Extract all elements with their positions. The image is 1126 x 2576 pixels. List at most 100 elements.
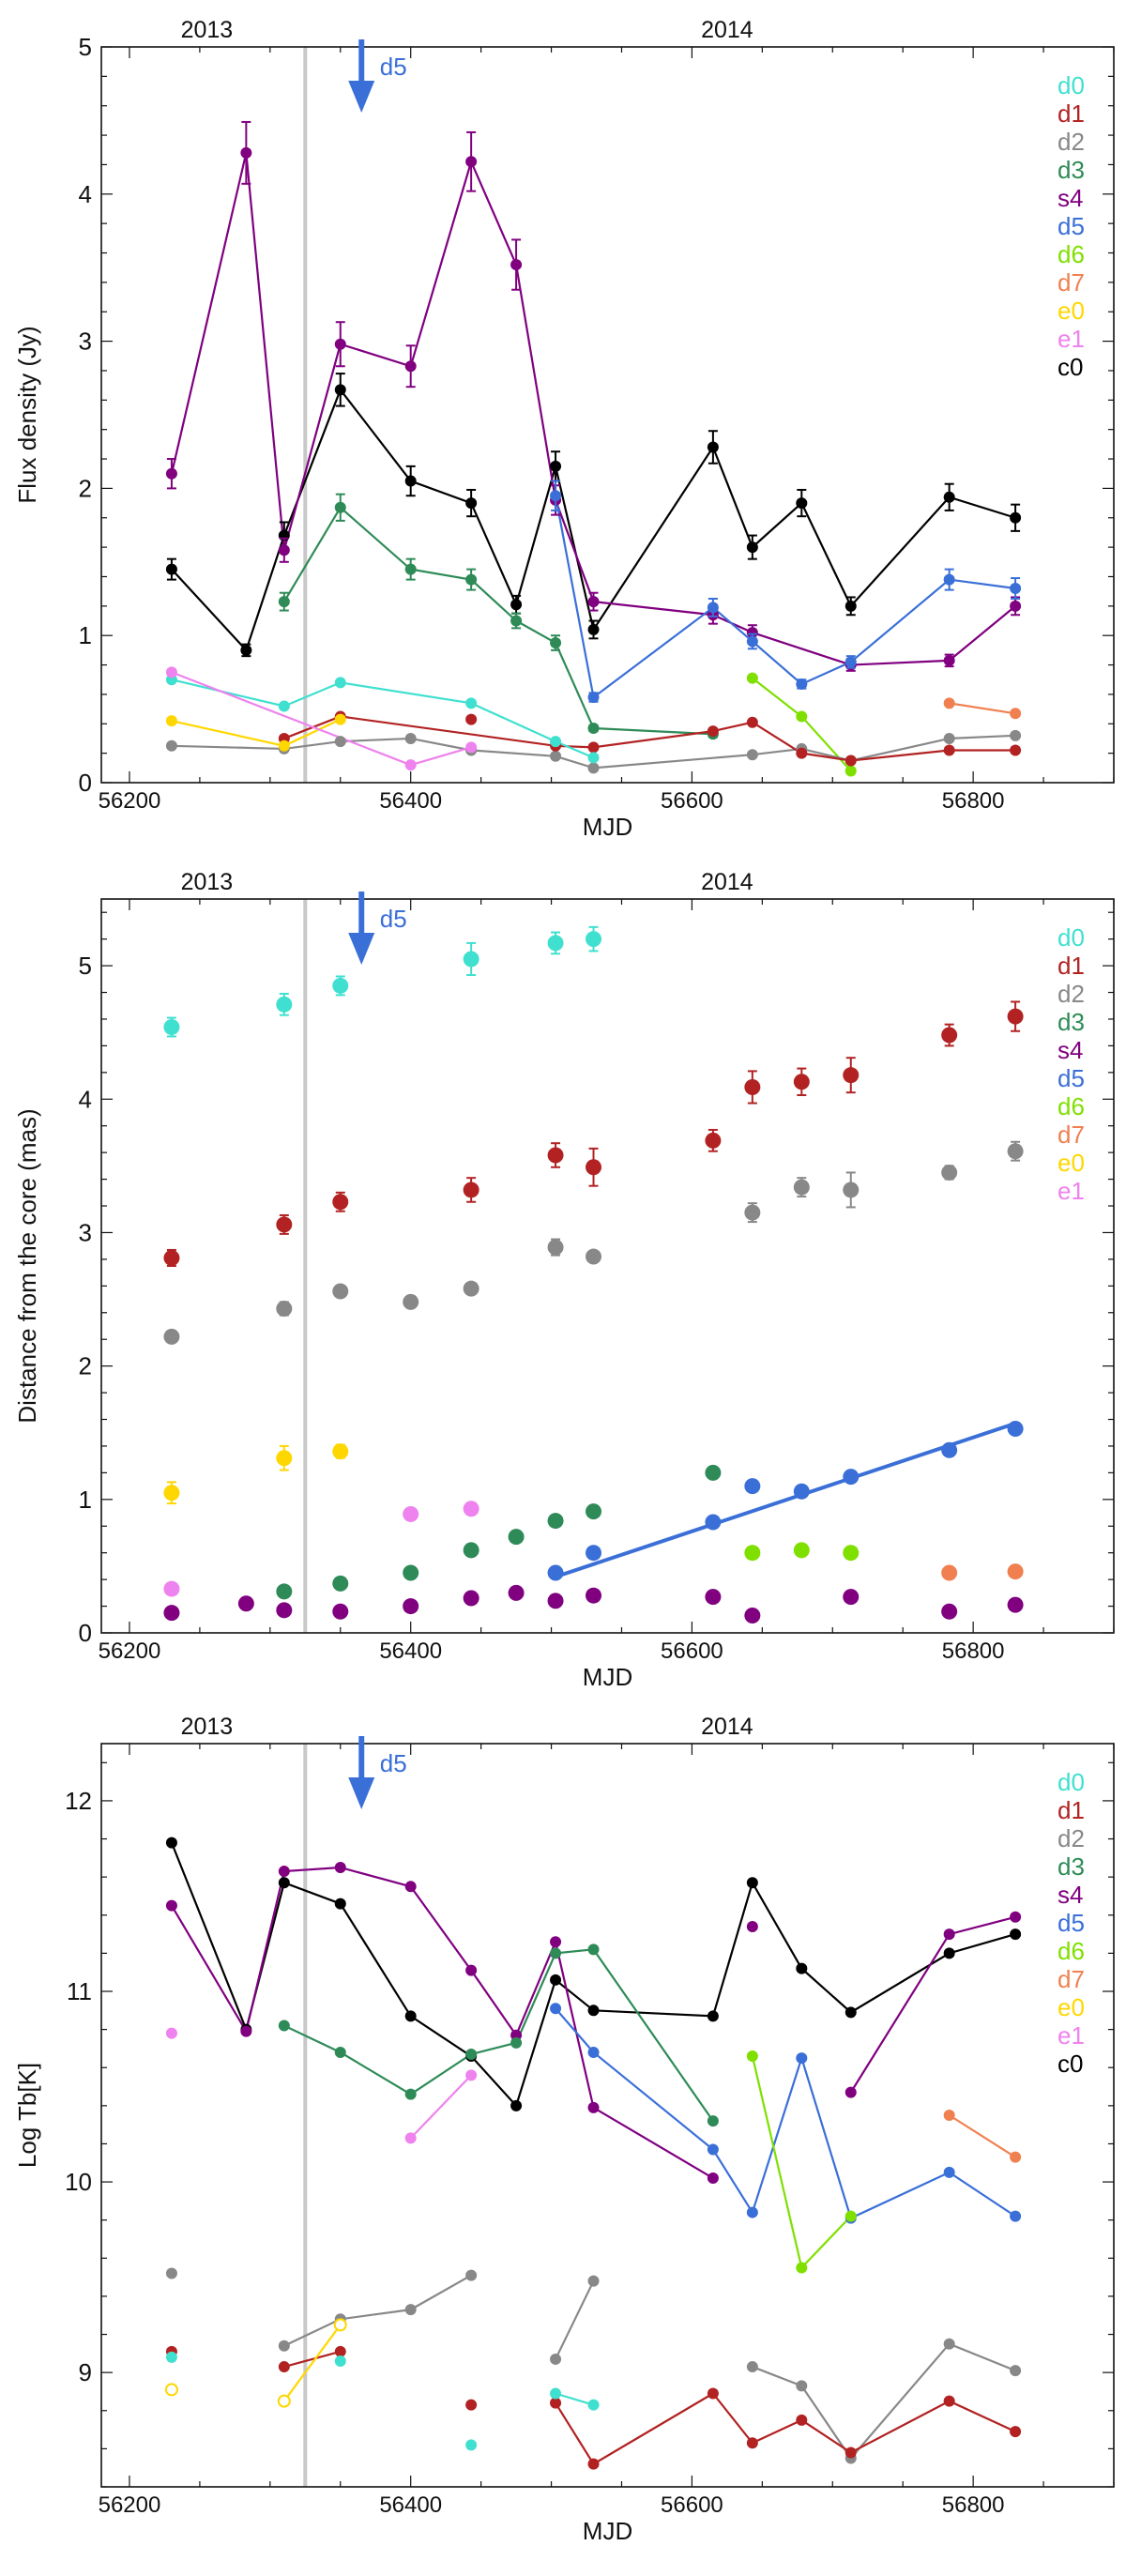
data-point-s4 [586,1587,602,1604]
series-line-d5 [554,495,1016,699]
data-point-d6 [844,765,857,777]
data-point-d1 [705,1132,722,1149]
series-line-d1d [555,2392,1016,2466]
plot-frame [100,46,1115,784]
data-point-d0 [587,752,600,764]
data-point-d0 [278,700,290,712]
data-point-d5 [586,1545,602,1562]
data-point-d7 [943,697,955,709]
series-line-s4 [170,1866,714,2179]
data-point-e0 [164,2383,178,2397]
y-tick-label: 2 [79,1352,92,1380]
data-point-d5 [943,573,955,586]
data-point-d5 [707,2143,719,2156]
data-point-s4 [943,654,955,666]
legend-entry-d0: d0 [1058,71,1085,99]
data-point-d3 [278,2020,290,2032]
y-tick-label: 1 [79,1486,92,1514]
series-line-d2c [555,2280,595,2360]
series-line-d3 [282,506,713,736]
data-point-s4 [843,1589,860,1606]
data-point-d3 [334,2046,346,2058]
x-axis-label: MJD [583,1663,632,1691]
y-tick-label: 9 [79,2358,92,2386]
y-tick-label: 3 [79,1218,92,1246]
data-point-d2b [465,2269,478,2281]
data-point-d2 [165,2267,177,2279]
series-line-d2b [283,2274,472,2347]
legend-entry-e1: e1 [1058,325,1085,353]
data-point-d1 [793,1074,810,1090]
data-point-d0c [465,2439,478,2451]
legend-entry-d5: d5 [1058,212,1085,240]
data-point-c0 [707,441,719,453]
data-point-d1d [943,2395,955,2407]
data-point-s4b [746,1920,758,1932]
data-point-d0 [165,2351,177,2363]
year-label-2014: 2014 [701,17,753,43]
data-point-s4 [334,338,346,350]
x-tick-label: 56200 [99,788,161,814]
arrow-label: d5 [380,905,407,933]
y-tick-label: 0 [79,1619,92,1647]
data-point-d1 [746,716,758,728]
y-tick-label: 3 [79,328,92,356]
data-point-d5 [943,2166,955,2178]
y-tick-label: 2 [79,474,92,502]
data-point-s4 [465,1964,478,1976]
fit-line-d5 [555,1421,1016,1579]
data-point-d5 [844,656,857,668]
data-point-d0 [547,935,564,952]
legend-entry-d7: d7 [1058,1965,1085,1993]
series-line-s4c [849,1915,1016,2094]
data-point-c0 [587,623,600,635]
data-point-c0 [844,2006,857,2019]
data-point-d2 [1007,1143,1024,1160]
data-point-s4 [404,360,417,373]
legend-entry-d1: d1 [1058,1796,1085,1824]
series-line-d0 [171,678,594,759]
data-point-d5 [547,1564,564,1581]
x-tick-label: 56200 [99,2492,161,2518]
data-point-c0 [746,541,758,554]
arrow-label: d5 [380,53,407,81]
data-point-e1 [165,666,177,678]
data-point-c0 [165,1837,177,1849]
legend-entry-d3: d3 [1058,1008,1085,1036]
series-line-e1b [409,2074,472,2140]
legend-entry-d0: d0 [1058,923,1085,952]
data-point-c0 [796,497,808,510]
x-tick-label: 56800 [942,1639,1005,1664]
data-point-d0b [334,2355,346,2367]
legend-entry-d5: d5 [1058,1064,1085,1092]
data-point-c0 [943,1947,955,1959]
data-point-s4c [844,2086,857,2098]
y-tick-label: 5 [79,952,92,980]
data-point-e1 [403,1505,419,1522]
data-point-d3 [547,1513,564,1530]
data-point-e1 [165,2027,177,2039]
year-label-2014: 2014 [701,869,753,895]
arrow-head-icon [348,1777,375,1809]
data-point-d2 [746,749,758,761]
arrow-head-icon [348,81,375,113]
data-point-d1d [746,2437,758,2449]
data-point-e1b [465,2069,478,2081]
y-tick-label: 1 [79,621,92,649]
data-point-d2d [943,2338,955,2350]
data-point-d5 [744,1478,761,1495]
data-point-d2 [165,739,177,752]
data-point-s4 [941,1603,958,1620]
data-point-s4 [165,467,177,480]
data-point-d1 [276,1216,293,1233]
data-point-d5 [746,2206,758,2218]
y-tick-label: 4 [79,1085,92,1113]
data-point-c0 [746,1877,758,1889]
data-point-d2 [943,732,955,744]
data-point-s4 [547,1593,564,1609]
series-line-d0d [555,2392,594,2406]
data-point-d3 [508,1529,525,1546]
data-point-d7 [941,1564,958,1581]
data-point-c0 [165,563,177,575]
data-point-d1d [707,2387,719,2400]
